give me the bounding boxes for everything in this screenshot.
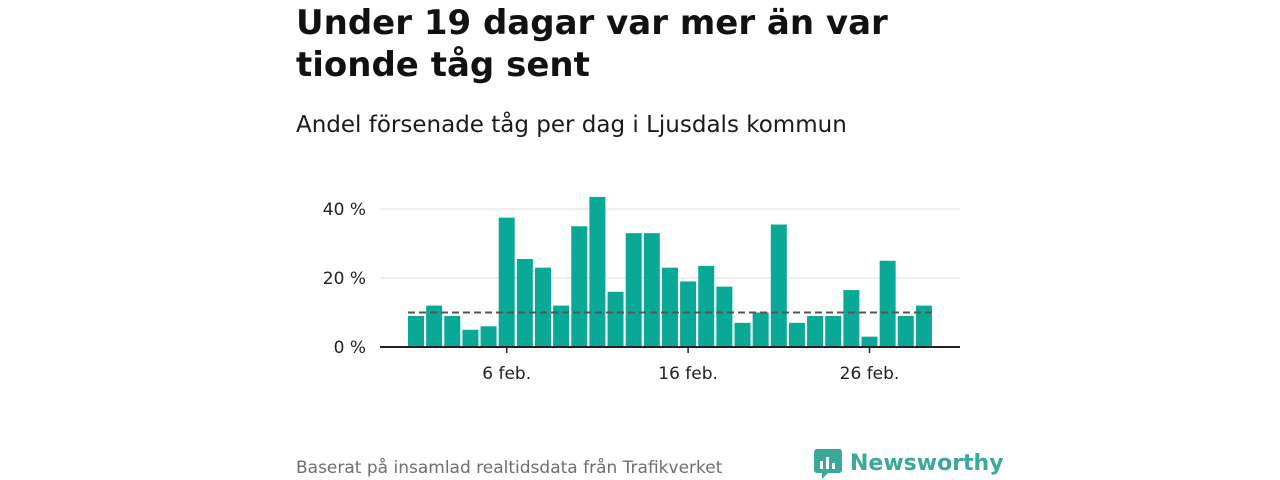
y-tick-label: 0 % (334, 338, 366, 358)
bar (625, 233, 642, 347)
bar (915, 305, 932, 347)
bar (698, 265, 715, 347)
bar (788, 322, 805, 347)
bar (607, 291, 624, 347)
brand-name: Newsworthy (850, 451, 1004, 476)
chart-subtitle: Andel försenade tåg per dag i Ljusdals k… (296, 112, 847, 138)
source-note: Baserat på insamlad realtidsdata från Tr… (296, 458, 723, 478)
bars (408, 196, 932, 348)
newsworthy-logo-icon (814, 449, 842, 479)
bar (716, 286, 733, 348)
bar (807, 315, 824, 347)
bar (770, 224, 787, 347)
bar (462, 329, 479, 347)
bar (444, 315, 461, 347)
bar (843, 290, 860, 347)
bar (571, 226, 588, 347)
bar (534, 267, 551, 347)
bar (734, 322, 751, 347)
y-tick-label: 20 % (323, 269, 366, 289)
axes (380, 346, 960, 353)
bar (643, 233, 660, 347)
bar (408, 315, 424, 347)
x-tick-label: 26 feb. (840, 364, 900, 384)
newsworthy-brand[interactable]: Newsworthy (814, 447, 1004, 480)
chart-title: Under 19 dagar var mer än var tionde tåg… (296, 3, 888, 85)
bar (498, 217, 515, 348)
bar (752, 312, 769, 347)
bar (553, 305, 570, 347)
y-tick-label: 40 % (323, 200, 366, 220)
bar (480, 326, 497, 347)
bar (897, 315, 914, 347)
bar (825, 315, 842, 347)
bar (680, 281, 697, 347)
bar (879, 260, 896, 347)
bar (516, 259, 533, 347)
x-tick-label: 6 feb. (482, 364, 531, 384)
tick-labels: 0 % 20 % 40 % 6 feb. 16 feb. 26 feb. (323, 200, 900, 384)
bar (861, 336, 878, 347)
bar (661, 267, 678, 347)
bar (589, 196, 606, 347)
bar (426, 305, 443, 347)
x-tick-label: 16 feb. (658, 364, 718, 384)
